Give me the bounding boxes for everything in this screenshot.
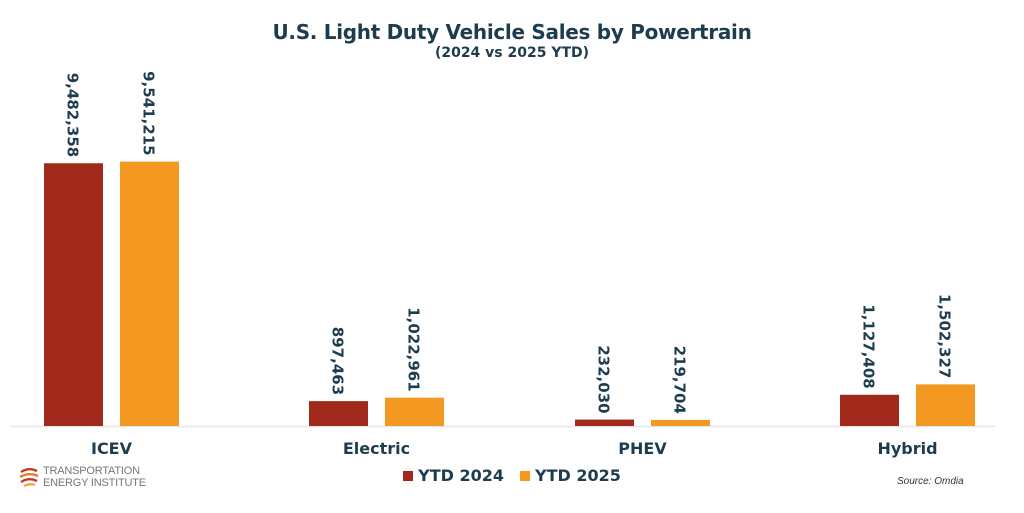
bar-electric-2025 [385,397,444,426]
bar-hybrid-2025 [916,384,975,426]
data-label-phev-2024: 232,030 [595,345,613,413]
legend-item-2025: YTD 2025 [520,466,621,485]
bar-hybrid-2024 [840,394,899,426]
category-label-icev: ICEV [91,439,133,458]
data-label-electric-2024: 897,463 [329,327,347,395]
legend-item-2024: YTD 2024 [403,466,504,485]
data-label-icev-2025: 9,541,215 [140,71,158,155]
tei-logo-icon [19,468,39,487]
bar-electric-2024 [309,401,368,426]
legend: YTD 2024 YTD 2025 [0,466,1024,485]
data-label-hybrid-2025: 1,502,327 [936,294,954,378]
bar-icev-2025 [120,161,179,426]
data-label-phev-2025: 219,704 [671,346,689,414]
data-label-electric-2025: 1,022,961 [405,307,423,391]
data-label-hybrid-2024: 1,127,408 [860,304,878,388]
category-label-electric: Electric [343,439,410,458]
legend-label-2024: YTD 2024 [418,466,504,485]
category-label-phev: PHEV [618,439,667,458]
logo-line-1: TRANSPORTATION [43,465,140,477]
logo-line-2: ENERGY INSTITUTE [43,477,146,489]
tei-logo: TRANSPORTATION ENERGY INSTITUTE [18,465,146,489]
legend-label-2025: YTD 2025 [535,466,621,485]
data-label-icev-2024: 9,482,358 [64,73,82,157]
category-label-hybrid: Hybrid [877,439,937,458]
bar-phev-2025 [651,419,710,426]
bar-icev-2024 [44,163,103,427]
source-note: Source: Omdia [897,476,964,487]
legend-swatch-2025 [520,470,530,481]
bar-phev-2024 [575,419,634,426]
legend-swatch-2024 [403,470,414,481]
chart-title: U.S. Light Duty Vehicle Sales by Powertr… [272,20,752,44]
chart-subtitle: (2024 vs 2025 YTD) [434,45,590,61]
